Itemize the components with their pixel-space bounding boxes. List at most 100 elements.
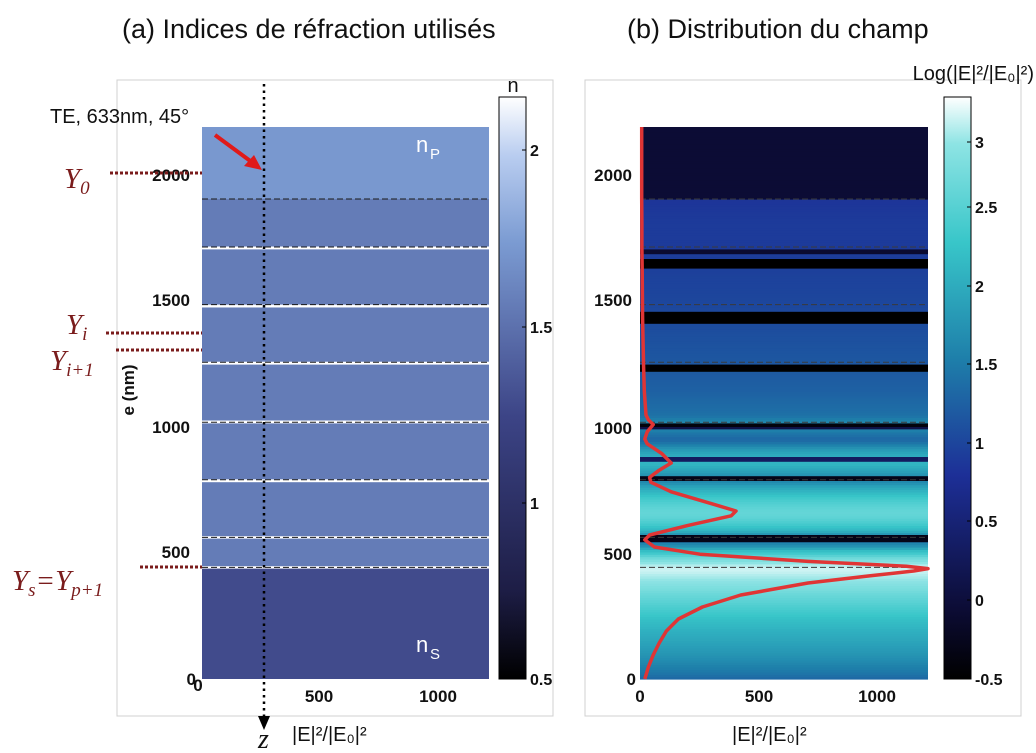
field-strip	[640, 345, 928, 349]
field-strip	[640, 662, 928, 666]
field-strip	[640, 357, 928, 361]
field-strip	[640, 160, 928, 164]
panel-a-axes: 0 500 1000 0 500 1000 1500 2000 e (nm)	[119, 166, 457, 706]
panel-a-xtick: 0	[193, 676, 202, 695]
field-strip	[640, 650, 928, 654]
panel-b-xlabel: |E|²/|E₀|²	[732, 724, 807, 746]
field-strip	[640, 331, 928, 334]
field-strip	[640, 179, 928, 183]
cb-b-tick: 2.5	[975, 200, 997, 217]
field-strip	[640, 191, 928, 195]
field-strip	[640, 532, 928, 536]
panel-b-ytick: 0	[627, 670, 636, 689]
field-strip	[640, 674, 928, 678]
cb-a-tick: 1	[530, 496, 539, 513]
field-intensity-curve	[639, 127, 930, 680]
cb-b-tick: 0.5	[975, 514, 997, 531]
field-strip	[640, 398, 928, 402]
field-strip	[640, 359, 928, 363]
field-strip	[640, 136, 928, 140]
field-strip	[640, 309, 928, 313]
field-strip	[640, 287, 928, 291]
panel-b-colorbar-title: Log(|E|²/|E₀|²)	[913, 63, 1034, 85]
field-strip	[640, 647, 928, 651]
field-strip	[640, 134, 928, 138]
field-strip	[640, 638, 928, 642]
field-strip	[640, 302, 928, 306]
field-strip	[640, 393, 928, 397]
field-strip	[640, 350, 928, 354]
field-strip	[640, 239, 928, 243]
field-strip	[640, 470, 928, 474]
field-strip	[640, 621, 928, 625]
field-strip	[640, 244, 928, 248]
field-dark-band	[640, 249, 928, 255]
cb-b-tick: -0.5	[975, 672, 1003, 689]
field-dark-band	[640, 457, 928, 462]
field-strip	[640, 595, 928, 598]
field-strip	[640, 129, 928, 133]
field-dark-band	[640, 364, 928, 372]
field-strip	[640, 172, 928, 176]
field-strip	[640, 290, 928, 294]
field-strip	[640, 508, 928, 512]
field-strip	[640, 460, 928, 464]
cb-b-tick: 2	[975, 279, 984, 296]
field-strip	[640, 153, 928, 157]
field-strip	[640, 307, 928, 310]
field-strip	[640, 561, 928, 565]
field-strip	[640, 395, 928, 399]
panel-b-ytick: 2000	[594, 166, 632, 185]
field-strip	[640, 323, 928, 327]
field-strip	[640, 381, 928, 385]
field-strip	[640, 167, 928, 171]
stack-layer	[202, 199, 489, 247]
y0-label: Y0	[64, 163, 90, 199]
field-strip	[640, 568, 928, 572]
field-strip	[640, 479, 928, 483]
z-axis-line	[258, 84, 270, 730]
field-dark-band	[640, 423, 928, 427]
field-strip	[640, 501, 928, 505]
field-strip	[640, 189, 928, 193]
field-strip	[640, 352, 928, 356]
field-strip	[640, 491, 928, 495]
field-strip	[640, 139, 928, 142]
field-strip	[640, 355, 928, 358]
field-strip	[640, 451, 928, 454]
field-strip	[640, 415, 928, 418]
field-strip	[640, 436, 928, 440]
stack-layer	[202, 307, 489, 362]
cb-b-tick: 3	[975, 135, 984, 152]
z-label: z	[257, 724, 269, 753]
field-strip	[640, 489, 928, 493]
yi1-label: Yi+1	[50, 345, 94, 381]
field-strip	[640, 163, 928, 166]
panel-a-colorbar: n 2 1.5 1 0.5	[498, 75, 552, 689]
ns-label: n S	[416, 632, 440, 663]
field-strip	[640, 448, 928, 452]
field-strip	[640, 602, 928, 606]
field-strip	[640, 547, 928, 550]
field-strip	[640, 599, 928, 603]
field-strip	[640, 523, 928, 526]
field-strip	[640, 237, 928, 241]
field-strip	[640, 676, 928, 680]
panel-b-colorbar: Log(|E|²/|E₀|²) 3 2.5 2 1.5 1 0.5 0 -0.5	[913, 63, 1034, 689]
field-strip	[640, 609, 928, 613]
field-strip	[640, 177, 928, 181]
field-strip	[640, 623, 928, 627]
panel-b-xtick: 1000	[858, 687, 896, 706]
field-strip	[640, 400, 928, 404]
field-strip	[640, 275, 928, 279]
field-strip	[640, 515, 928, 519]
field-strip	[640, 242, 928, 246]
field-strip	[640, 338, 928, 342]
field-strip	[640, 465, 928, 469]
field-strip	[640, 386, 928, 390]
field-strip	[640, 362, 928, 366]
field-dark-band	[640, 259, 928, 269]
field-strip	[640, 417, 928, 421]
field-strip	[640, 187, 928, 190]
field-strip	[640, 607, 928, 610]
